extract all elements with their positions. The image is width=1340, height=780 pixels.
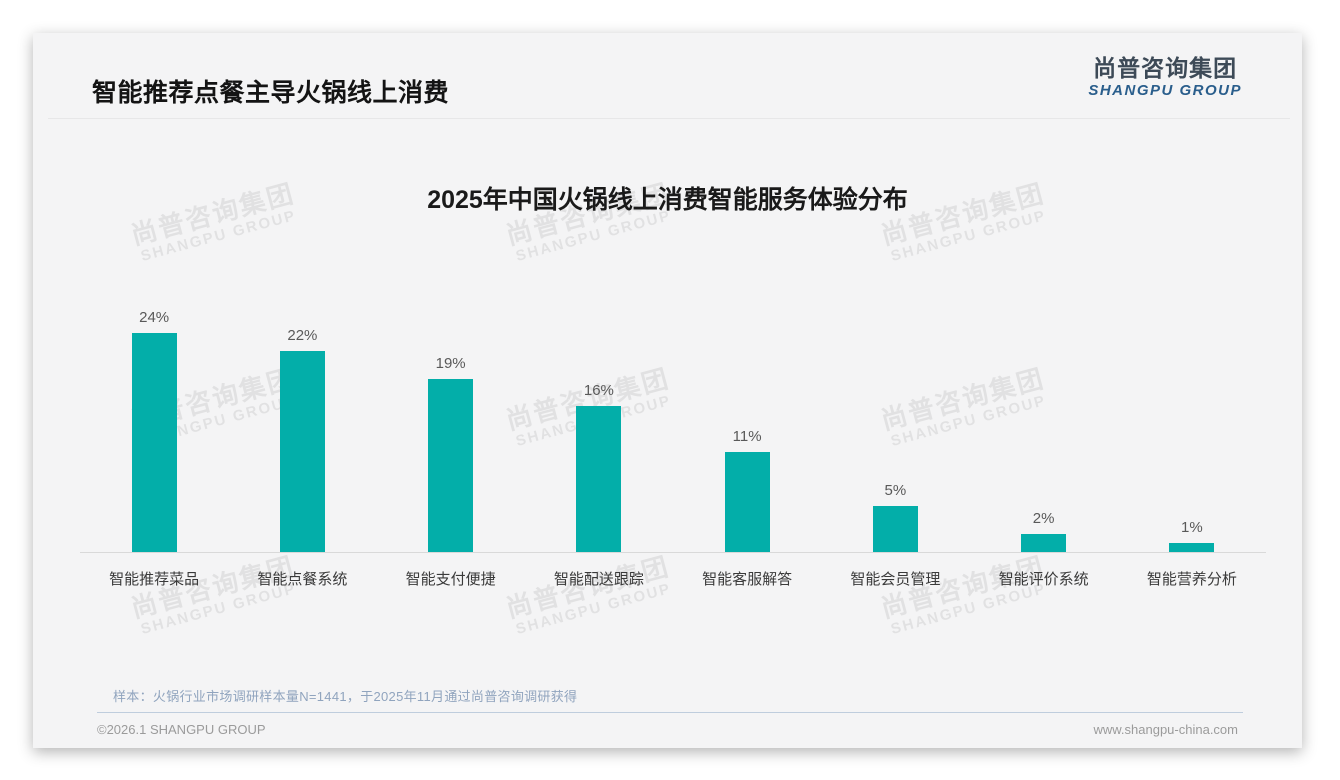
bar-value-label: 24% [139, 309, 170, 326]
category-label: 智能点餐系统 [257, 571, 348, 588]
category-label: 智能客服解答 [702, 571, 793, 588]
footer-divider [97, 712, 1243, 713]
bar-slot: 16% [525, 309, 673, 552]
bar-value-label: 11% [732, 427, 762, 445]
bar [1021, 533, 1067, 552]
copyright-text: ©2026.1 SHANGPU GROUP [97, 722, 266, 737]
category-label: 智能会员管理 [850, 571, 941, 588]
category-label: 智能评价系统 [998, 571, 1089, 588]
bar [576, 406, 622, 552]
bar-slot: 11% [673, 309, 821, 552]
category-label: 智能配送跟踪 [553, 571, 644, 588]
logo-en-text: SHANGPU GROUP [1088, 82, 1242, 100]
bar-slot: 2% [970, 309, 1118, 552]
chart-title: 2025年中国火锅线上消费智能服务体验分布 [427, 186, 908, 214]
x-axis-line [80, 552, 1266, 553]
page-title: 智能推荐点餐主导火锅线上消费 [92, 79, 450, 107]
slide-card: 智能推荐点餐主导火锅线上消费 尚普咨询集团 SHANGPU GROUP 2025… [33, 33, 1302, 748]
logo-cn-text: 尚普咨询集团 [1093, 55, 1238, 81]
bar [872, 506, 918, 552]
company-logo: 尚普咨询集团 SHANGPU GROUP [1088, 55, 1242, 100]
category-label: 智能营养分析 [1146, 571, 1237, 588]
bar-value-label: 22% [287, 327, 318, 345]
bar [724, 451, 770, 552]
category-labels-row: 智能推荐菜品 智能点餐系统 智能支付便捷 智能配送跟踪 智能客服解答 智能会员管理 智能评价… [80, 568, 1266, 589]
bar-value-label: 19% [435, 354, 466, 372]
bar-slot: 1% [1118, 309, 1266, 552]
bar-value-label: 1% [1181, 518, 1203, 536]
category-label: 智能支付便捷 [405, 571, 496, 588]
bar-value-label: 16% [583, 382, 614, 399]
bar [131, 333, 177, 552]
header-divider [48, 118, 1290, 119]
bar-slot: 22% [228, 309, 376, 552]
bar-plot: 24% 22% 19% 16% 11% 5% 2% 1% [80, 309, 1266, 552]
brand-watermark: 尚普咨询集团 SHANGPU GROUP [473, 544, 707, 647]
bar-slot: 24% [80, 309, 228, 552]
brand-watermark: 尚普咨询集团 SHANGPU GROUP [98, 544, 332, 647]
bar [428, 378, 474, 552]
sample-note: 样本：火锅行业市场调研样本量N=1441，于2025年11月通过尚普咨询调研获得 [113, 689, 578, 704]
brand-watermark: 尚普咨询集团 SHANGPU GROUP [848, 544, 1082, 647]
bar [279, 351, 325, 552]
bar-slot: 19% [377, 309, 525, 552]
category-label: 智能推荐菜品 [109, 571, 200, 588]
bar-value-label: 5% [884, 482, 907, 500]
bar-slot: 5% [821, 309, 969, 552]
bar [1169, 542, 1215, 552]
bar-value-label: 2% [1032, 509, 1055, 527]
website-url: www.shangpu-china.com [1093, 722, 1238, 737]
